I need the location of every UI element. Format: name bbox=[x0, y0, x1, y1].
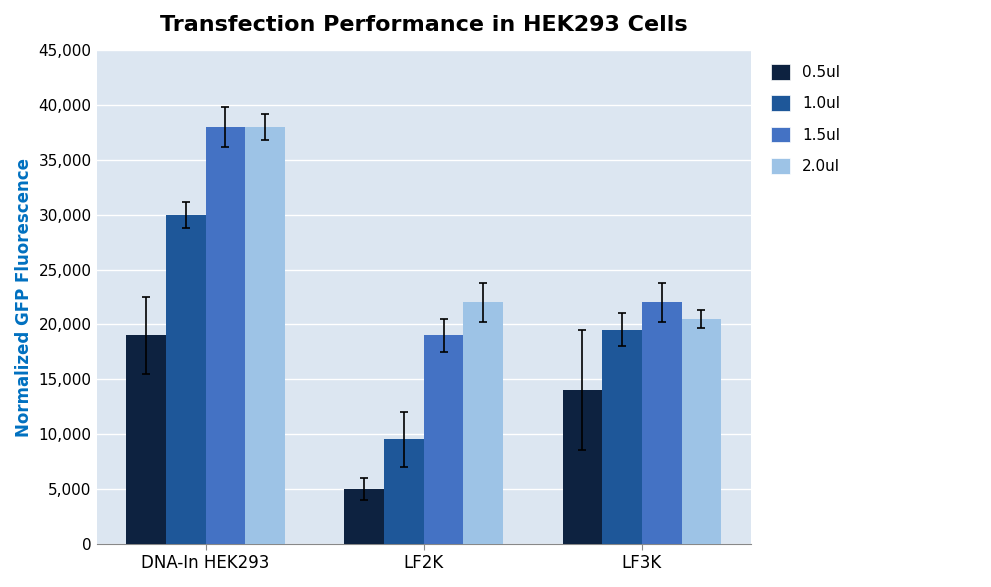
Bar bbox=[165, 215, 205, 544]
Bar bbox=[682, 319, 721, 544]
Bar bbox=[205, 127, 246, 544]
Bar bbox=[246, 127, 285, 544]
Bar bbox=[563, 390, 603, 544]
Bar bbox=[603, 330, 642, 544]
Bar bbox=[385, 440, 424, 544]
Legend: 0.5ul, 1.0ul, 1.5ul, 2.0ul: 0.5ul, 1.0ul, 1.5ul, 2.0ul bbox=[765, 58, 846, 180]
Bar bbox=[424, 335, 464, 544]
Bar bbox=[345, 489, 385, 544]
Bar bbox=[464, 302, 503, 544]
Bar bbox=[126, 335, 165, 544]
Title: Transfection Performance in HEK293 Cells: Transfection Performance in HEK293 Cells bbox=[160, 15, 688, 35]
Y-axis label: Normalized GFP Fluorescence: Normalized GFP Fluorescence bbox=[15, 157, 33, 437]
Bar bbox=[642, 302, 682, 544]
